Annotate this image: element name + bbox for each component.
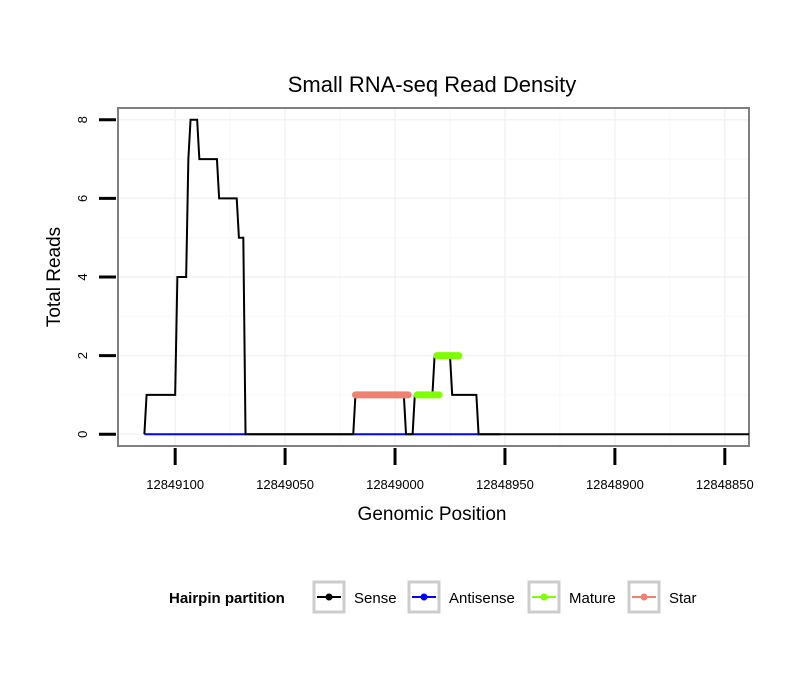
series-line-sense	[143, 118, 749, 436]
legend-label-antisense: Antisense	[449, 590, 515, 607]
legend-label-star: Star	[669, 590, 697, 607]
x-tick-label: 12848900	[586, 477, 644, 492]
x-axis: 12849100 12849050 12849000 12848950 12848900…	[146, 448, 754, 492]
y-tick-label: 6	[75, 195, 90, 202]
x-tick-label: 12849100	[146, 477, 204, 492]
x-tick-label: 12848950	[476, 477, 534, 492]
legend-key-point	[640, 593, 648, 601]
y-axis-title: Total Reads	[44, 227, 65, 327]
y-tick-label: 2	[75, 352, 90, 359]
legend-title: Hairpin partition	[169, 590, 285, 607]
y-tick-label: 8	[75, 116, 90, 123]
x-tick-label: 12849050	[256, 477, 314, 492]
y-tick-label: 0	[75, 431, 90, 438]
legend-key-point	[540, 593, 548, 601]
chart-title: Small RNA-seq Read Density	[288, 72, 577, 97]
y-axis: 0 2 4 6 8	[75, 116, 116, 438]
legend: Hairpin partition Sense Antisense Mature St…	[169, 580, 697, 614]
x-axis-title: Genomic Position	[358, 504, 507, 525]
legend-label-sense: Sense	[354, 590, 397, 607]
x-tick-label: 12848850	[696, 477, 754, 492]
data-series	[143, 118, 749, 436]
legend-label-mature: Mature	[569, 590, 616, 607]
legend-key-point	[420, 593, 428, 601]
x-tick-label: 12849000	[366, 477, 424, 492]
y-tick-label: 4	[75, 273, 90, 280]
legend-key-point	[325, 593, 333, 601]
